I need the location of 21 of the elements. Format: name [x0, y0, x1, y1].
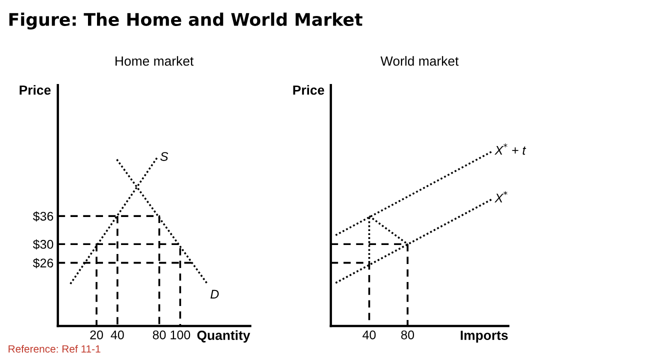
text: Figure: The Home and World Market — [9, 12, 362, 30]
series-label: X$^{*}$ + t — [494, 143, 526, 155]
x-axis-title: Quantity — [197, 330, 250, 343]
x-axis-title: Imports — [460, 330, 508, 343]
series-label: D — [210, 290, 219, 298]
y-tick-label: $26 — [32, 258, 54, 268]
series-label: X$^{*}$ — [494, 191, 508, 202]
y-axis-title: Price — [293, 85, 324, 95]
x-tick-label: 40 — [110, 330, 124, 340]
x-tick-label: 80 — [401, 330, 414, 340]
text: Reference: Ref 11-1 — [8, 344, 100, 353]
y-tick-label: $36 — [32, 211, 54, 222]
x-tick-label: 80 — [152, 330, 166, 340]
series-label: S — [160, 152, 168, 161]
y-tick-label: $30 — [32, 239, 54, 250]
y-axis-title: Price — [20, 85, 51, 95]
x-tick-label: 40 — [362, 330, 376, 340]
chart-title: Home market — [116, 56, 194, 66]
x-tick-label: 20 — [90, 330, 104, 340]
chart-title: World market — [380, 56, 459, 66]
x-tick-label: 100 — [170, 330, 190, 340]
